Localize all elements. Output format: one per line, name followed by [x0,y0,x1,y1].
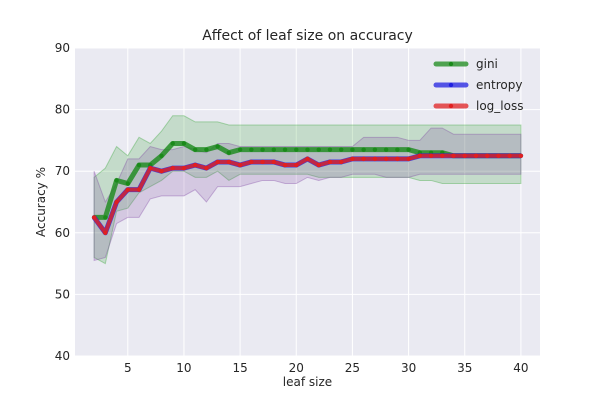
log_loss-data-point [327,159,333,165]
y-tick-label: 60 [55,226,70,240]
x-tick-label: 30 [401,361,416,375]
x-tick-label: 40 [513,361,528,375]
gini-data-point [226,150,232,155]
x-tick-label: 15 [232,361,247,375]
gini-data-point [260,147,265,152]
log_loss-data-point [507,153,512,158]
legend-label-gini: gini [476,57,498,71]
gini-data-point [103,215,108,220]
log_loss-data-point [215,159,220,165]
log_loss-data-point [383,156,389,162]
log_loss-data-point [361,156,366,162]
gini-data-point [305,147,310,152]
gini-data-point [338,147,344,152]
x-tick-label: 35 [457,361,472,375]
log_loss-data-point [338,159,344,165]
log_loss-legend-marker [448,103,454,109]
y-tick-label: 40 [55,349,70,363]
log_loss-data-point [91,215,97,220]
log_loss-data-point [473,153,479,158]
log_loss-data-point [114,199,119,205]
log_loss-data-point [271,159,277,165]
gini-data-point [170,141,175,146]
gini-data-point [237,147,243,152]
x-axis-label: leaf size [283,375,332,389]
gini-data-point [316,147,321,152]
log_loss-data-point [316,162,321,168]
y-tick-label: 90 [55,41,70,55]
log_loss-data-point [294,162,299,168]
log_loss-data-point [249,159,254,165]
plot-area [75,48,540,356]
log_loss-data-point [372,156,378,162]
log_loss-data-point [406,156,411,162]
log_loss-data-point [417,153,423,158]
log_loss-data-point [260,159,265,165]
entropy-confidence-band [93,127,522,262]
gini-data-point [294,147,299,152]
gini-data-point [125,181,130,186]
log_loss-data-point [350,156,355,162]
log_loss-data-point [440,153,445,158]
log_loss-data-point [181,165,187,171]
log_loss-data-point [192,162,198,168]
gini-data-point [282,147,288,152]
gini-data-point [249,147,254,152]
log_loss-data-point [226,159,232,165]
tick-labels: 5 10 15 20 25 30 35 40 40 50 60 70 80 90 [55,41,529,375]
y-tick-label: 70 [55,164,70,178]
log_loss-data-point [451,153,456,158]
log_loss-data-point [428,153,434,158]
gini-data-point [114,178,119,183]
x-tick-label: 20 [289,361,304,375]
gini-data-point [395,147,400,152]
gini-legend-marker [448,61,454,67]
entropy-legend-marker [448,82,454,88]
gini-data-point [204,147,209,152]
log_loss-data-point [496,153,501,158]
log_loss-data-point [485,153,490,158]
gini-data-point [192,147,198,152]
gini-data-point [271,147,277,152]
log_loss-data-point [237,162,243,168]
legend-label-entropy: entropy [476,78,522,92]
gini-data-point [327,147,333,152]
gini-data-point [181,141,187,146]
log_loss-data-point [148,165,153,171]
x-tick-label: 25 [345,361,360,375]
chart-title: Affect of leaf size on accuracy [202,28,413,44]
legend-label-log_loss: log_loss [476,99,523,113]
gini-data-point [361,147,366,152]
gini-data-point [350,147,355,152]
log_loss-data-point [518,153,524,158]
log_loss-data-point [103,230,108,235]
x-tick-label: 5 [124,361,132,375]
log_loss-data-point [282,162,288,168]
gini-data-point [372,147,378,152]
log_loss-data-point [305,156,310,162]
log_loss-data-point [159,169,164,174]
y-axis-label: Accuracy % [34,167,48,237]
log_loss-data-point [204,165,209,171]
series-lines [91,140,524,236]
y-tick-label: 80 [55,103,70,117]
gini-data-point [215,144,220,149]
log_loss-data-point [395,156,400,162]
y-tick-label: 50 [55,287,70,301]
log_loss-data-point [136,187,142,192]
log_loss-data-point [125,187,130,192]
log_loss-data-point [170,165,175,171]
grid [75,47,540,357]
gini-data-point [406,147,411,152]
legend: gini entropy log_loss [433,57,523,113]
gini-data-point [159,153,164,158]
log_loss-data-point [462,153,467,158]
gini-data-point [136,162,142,168]
gini-data-point [383,147,389,152]
x-tick-label: 10 [176,361,191,375]
